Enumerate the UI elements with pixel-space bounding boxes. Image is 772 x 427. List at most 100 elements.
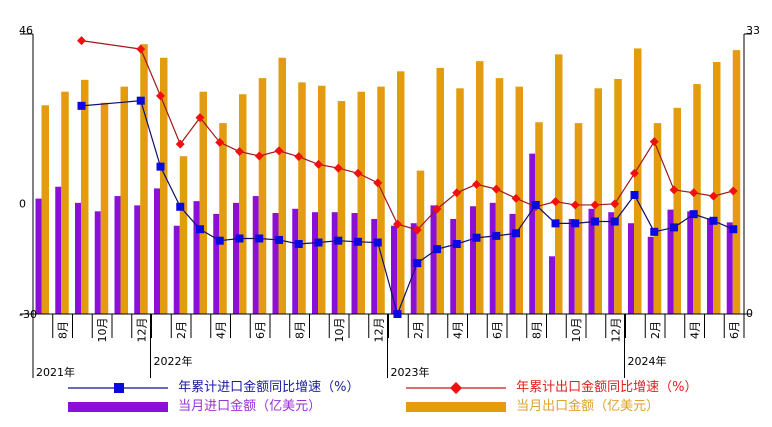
export-growth-point [136,44,146,54]
import-bar [726,222,733,314]
export-bar [574,123,583,314]
left-tick-label: 0 [19,197,26,210]
export-bar [653,123,662,314]
x-tick-label: 10月 [570,318,583,343]
export-growth-point [333,163,343,173]
export-growth-point [728,186,738,196]
right-tick-label: 33 [746,24,760,37]
import-bar [233,202,239,314]
export-bar [377,86,385,314]
export-growth-point [77,36,86,46]
x-tick-label: 6月 [491,321,504,339]
import-bar [114,196,121,314]
legend-label: 年累计进口金额同比增速（%） [178,380,360,395]
legend-label: 年累计出口金额同比增速（%） [516,380,698,395]
import-bar [410,223,417,314]
import-bar [707,218,713,314]
import-bar [35,198,42,314]
x-tick-label: 2月 [412,321,425,339]
import-growth-point [433,245,441,254]
legend-label: 当月进口金额（亿美元） [178,399,322,414]
x-tick-label: 12月 [136,318,149,343]
export-growth-point [393,219,402,229]
x-tick-label: 2月 [175,321,188,339]
import-growth-point [630,191,639,199]
export-bar [81,79,89,315]
export-bar [634,48,642,314]
import-growth-point [393,310,402,318]
export-bar [713,62,721,314]
import-bar [568,218,575,314]
export-growth-point [452,188,462,198]
import-growth-point [452,240,461,248]
export-growth-point [590,200,600,210]
import-growth-point [136,96,145,105]
export-bar [337,101,346,314]
import-growth-point [512,229,520,238]
import-growth-point [255,234,264,243]
import-bar [154,188,160,314]
import-bar [371,218,378,314]
export-bar [416,170,425,314]
export-bar [41,105,49,314]
legend-bar-swatch-icon [406,401,506,412]
export-growth-point [412,225,422,235]
import-bar [252,196,259,314]
export-growth-point [235,147,244,157]
import-growth-point [492,231,501,240]
import-growth-point [215,236,224,245]
export-growth-point [195,113,205,123]
import-growth-point [729,225,738,234]
import-growth-point [373,238,382,247]
export-growth-line [81,40,734,231]
export-bar [239,94,247,314]
import-growth-point [176,202,185,211]
export-growth-point [472,179,481,189]
import-bar [55,186,62,314]
import-growth-point [334,236,343,245]
export-bar [298,82,306,314]
export-bar [100,102,109,315]
export-bar [436,67,444,314]
import-bar [213,213,220,314]
import-growth-point [551,219,560,228]
import-bar [549,256,555,314]
export-bar [357,91,365,315]
export-growth-point [294,152,304,162]
legend-import-growth: 年累计进口金额同比增速（%） [68,376,360,395]
export-growth-point [215,137,225,147]
import-growth-point [709,216,718,225]
import-growth-point [235,234,244,243]
x-tick-label: 4月 [452,321,465,339]
export-bar [594,88,602,314]
right-tick-label: 0 [746,307,753,320]
x-tick-label: 2月 [649,321,662,339]
x-tick-label: 4月 [689,321,702,339]
export-growth-point [274,146,284,156]
export-growth-point [669,185,679,195]
export-growth-point [432,204,442,214]
export-bar [732,50,741,314]
export-bar [535,122,543,314]
export-growth-point [254,151,264,161]
export-bar [614,78,622,314]
export-growth-point [630,168,639,178]
import-bar [489,202,496,314]
export-bar [318,85,326,315]
export-bar [140,44,148,314]
legend-export-growth: 年累计出口金额同比增速（%） [406,376,698,395]
x-tick-label: 12月 [610,318,623,343]
import-growth-point [275,235,283,244]
year-label: 2024年 [628,354,667,368]
import-bar [312,212,318,314]
export-growth-point [314,159,323,169]
legend-monthly-import: 当月进口金额（亿美元） [68,395,321,414]
export-growth-point [511,193,521,203]
export-growth-point [491,184,501,194]
year-label: 2021年 [36,365,75,379]
import-growth-point [689,210,698,219]
import-bar [450,218,457,314]
x-tick-label: 6月 [728,321,741,339]
export-growth-point [610,199,620,209]
x-tick-label: 12月 [373,318,386,343]
